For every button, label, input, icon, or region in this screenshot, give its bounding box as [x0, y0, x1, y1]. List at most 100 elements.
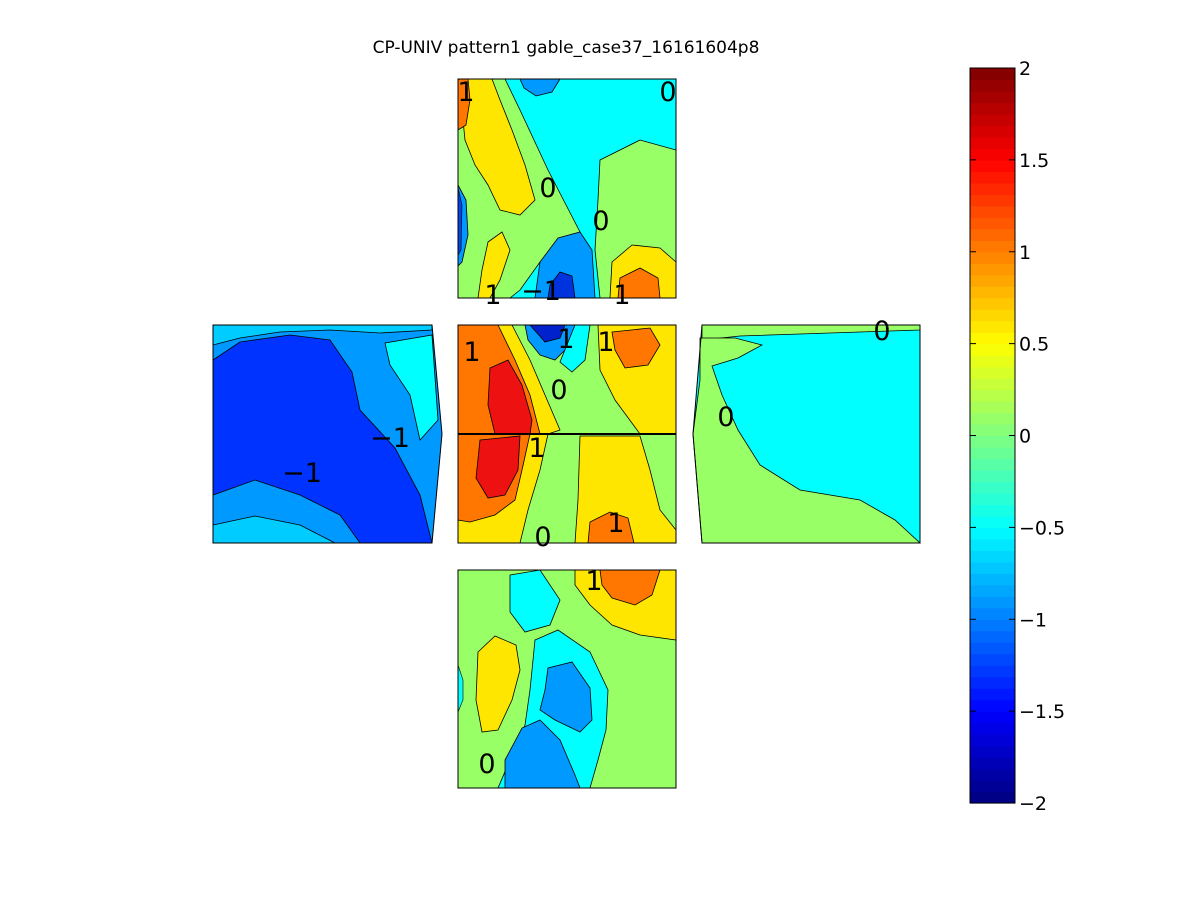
colorbar-tick-label: 1 [1019, 242, 1031, 264]
panel-bottom: 1 0 [457, 566, 677, 789]
colorbar-band [970, 79, 1015, 92]
colorbar-band [970, 332, 1015, 345]
colorbar-band [970, 240, 1015, 253]
colorbar-band [970, 205, 1015, 218]
colorbar-band [970, 757, 1015, 770]
colorbar-band [970, 492, 1015, 505]
colorbar-band [970, 401, 1015, 414]
panel-left: −1 −1 [212, 324, 443, 544]
region-center-red-lower [475, 435, 521, 499]
contour-label: −1 [370, 423, 410, 454]
colorbar-band [970, 194, 1015, 207]
panel-right-frame [692, 324, 921, 544]
colorbar-band [970, 791, 1015, 804]
colorbar-band [970, 584, 1015, 597]
region-top-yellow-bottom [477, 231, 511, 299]
colorbar-ticks: 2 1.5 1 0.5 0 −0.5 −1 −1.5 −2 [970, 58, 1065, 815]
colorbar-band [970, 228, 1015, 241]
colorbar-band [970, 665, 1015, 678]
colorbar-tick-label: 2 [1019, 58, 1031, 80]
contour-label: 0 [659, 77, 676, 108]
chart-title: CP-UNIV pattern1 gable_case37_16161604p8 [373, 38, 760, 58]
colorbar-band [970, 561, 1015, 574]
colorbar-band [970, 90, 1015, 104]
contour-label: 1 [528, 433, 545, 464]
colorbar-band [970, 734, 1015, 747]
contour-label: 0 [550, 375, 567, 406]
colorbar-band [970, 607, 1015, 620]
panel-center: 1 1 1 0 1 0 1 [457, 324, 677, 553]
contour-label: 0 [478, 749, 495, 780]
colorbar-band [970, 125, 1015, 138]
colorbar-band [970, 297, 1015, 310]
contour-label: 0 [873, 316, 890, 347]
region-left-darkblue [212, 334, 433, 544]
colorbar-band [970, 642, 1015, 655]
colorbar-band [970, 389, 1015, 402]
colorbar-band [970, 274, 1015, 287]
colorbar-band [970, 653, 1015, 666]
contour-label: 1 [463, 337, 480, 368]
colorbar-band [970, 309, 1015, 322]
colorbar-band [970, 159, 1015, 172]
contour-label: 1 [607, 508, 624, 539]
contour-label: 0 [539, 173, 556, 204]
colorbar-band [970, 515, 1015, 528]
colorbar-tick-label: −1 [1019, 609, 1047, 631]
contour-label: −1 [521, 276, 561, 307]
colorbar-band [970, 458, 1015, 471]
colorbar-band [970, 182, 1015, 195]
region-top-yellow-left [461, 78, 536, 216]
colorbar-band [970, 596, 1015, 609]
colorbar-tick-label: −1.5 [1019, 701, 1065, 723]
colorbar-band [970, 378, 1015, 391]
colorbar-band [970, 699, 1015, 712]
contour-label: 1 [484, 280, 501, 311]
colorbar-band [970, 366, 1015, 379]
colorbar-band [970, 768, 1015, 781]
contour-label: 0 [592, 206, 609, 237]
contour-label: 1 [457, 77, 474, 108]
colorbar-tick-label: 1.5 [1019, 150, 1049, 172]
colorbar-band [970, 68, 1015, 81]
colorbar-band [970, 320, 1015, 333]
colorbar-band [970, 136, 1015, 149]
colorbar-band [970, 113, 1015, 127]
contour-label: 0 [717, 402, 734, 433]
panel-top: 1 0 0 0 1 −1 1 [457, 77, 676, 311]
panel-top-frame [457, 78, 677, 299]
colorbar-band [970, 446, 1015, 460]
colorbar-band [970, 619, 1015, 632]
colorbar-band [970, 688, 1015, 701]
colorbar: 2 1.5 1 0.5 0 −0.5 −1 −1.5 −2 [969, 58, 1065, 815]
colorbar-band [970, 550, 1015, 563]
colorbar-band [970, 538, 1015, 551]
colorbar-tick-label: −0.5 [1019, 517, 1065, 539]
colorbar-band [970, 102, 1015, 115]
colorbar-tick-label: 0 [1019, 426, 1031, 448]
panel-right: 0 0 [692, 316, 922, 544]
panel-bottom-frame [457, 569, 677, 789]
colorbar-band [970, 217, 1015, 230]
colorbar-band [970, 412, 1015, 425]
region-center-orange-lower-right [587, 511, 635, 544]
contour-label: 1 [613, 280, 630, 311]
colorbar-band [970, 573, 1015, 586]
colorbar-band [970, 171, 1015, 184]
colorbar-tick-label: −2 [1019, 793, 1047, 815]
region-top-darkblue-bottom [547, 271, 576, 299]
colorbar-band [970, 263, 1015, 276]
colorbar-band [970, 780, 1015, 793]
colorbar-band [970, 504, 1015, 517]
panel-center-frame [457, 324, 677, 544]
colorbar-band [970, 469, 1015, 483]
contour-label: −1 [282, 458, 322, 489]
region-center-orange-upper-right [611, 327, 661, 369]
colorbar-band [970, 343, 1015, 356]
contour-label: 1 [557, 324, 574, 355]
colorbar-band [970, 630, 1015, 643]
colorbar-band [970, 527, 1015, 540]
colorbar-bands [970, 68, 1015, 804]
contour-label: 1 [585, 566, 602, 597]
